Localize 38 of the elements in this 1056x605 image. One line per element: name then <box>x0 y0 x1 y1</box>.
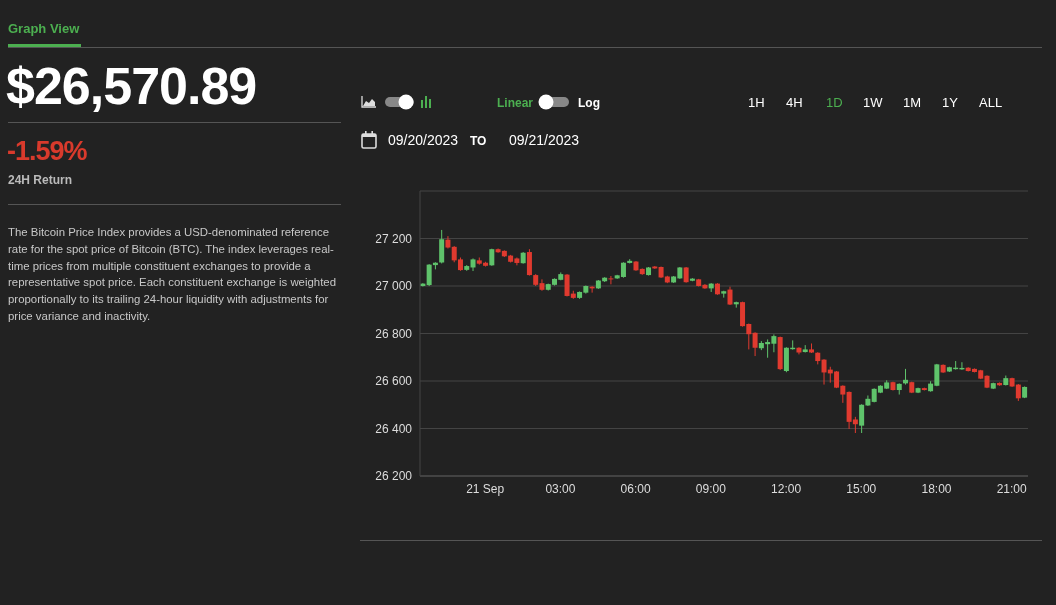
candlestick <box>608 275 614 285</box>
text: 09/20/2023 <box>388 132 459 148</box>
text: 1M <box>903 95 922 110</box>
text: $26,570.89 <box>6 56 257 116</box>
x-tick-label: 12:00 <box>771 481 802 496</box>
x-tick-label: 15:00 <box>846 481 877 496</box>
text: 09/21/2023 <box>509 132 580 148</box>
y-tick-label: 27 000 <box>375 279 413 294</box>
y-tick-label: 27 200 <box>375 231 413 246</box>
x-tick-label: 09:00 <box>695 481 727 496</box>
candlestick <box>439 229 445 264</box>
x-tick-label: 21:00 <box>996 481 1028 496</box>
candlestick <box>859 403 865 434</box>
x-tick-label: 03:00 <box>545 481 576 496</box>
candlestick <box>865 394 871 407</box>
x-tick-label: 21 Sep <box>466 481 505 496</box>
text: TO <box>470 134 487 148</box>
text: Log <box>578 96 600 110</box>
y-tick-label: 26 200 <box>375 469 413 484</box>
text: ALL <box>979 95 1003 110</box>
x-tick-label: 06:00 <box>620 481 651 496</box>
text: 1D <box>826 95 843 110</box>
y-tick-label: 26 800 <box>375 326 413 341</box>
y-tick-label: 26 400 <box>375 421 413 436</box>
candlestick <box>426 263 432 287</box>
text: 4H <box>786 95 803 110</box>
text: -1.59% <box>7 136 87 167</box>
text: 24H Return <box>8 173 73 187</box>
text: 1W <box>863 95 883 110</box>
text: 1H <box>748 95 765 110</box>
candlestick <box>526 248 532 277</box>
text: Graph View <box>8 21 80 36</box>
x-tick-label: 18:00 <box>921 481 952 496</box>
y-tick-label: 26 600 <box>375 374 413 389</box>
text: Linear <box>497 96 534 110</box>
text: The Bitcoin Price Index provides a USD-denominated reference rate for the spot price of Bitcoin (BTC). The index leverages real-time prices from multiple constituent exchanges to provide a representative spot price. Each constituent exchange is weighted proportionally to its trailing 24-hour liquidity with adjustments for price variance and inactivity. <box>8 225 337 324</box>
text: 1Y <box>942 95 958 110</box>
candlestick <box>752 331 758 357</box>
